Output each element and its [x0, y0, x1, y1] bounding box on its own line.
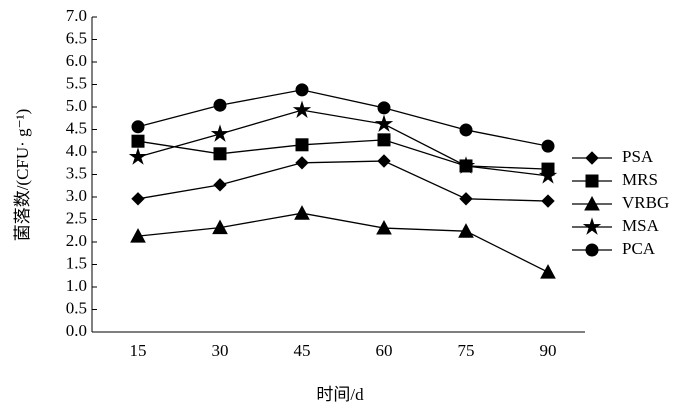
marker — [131, 134, 145, 148]
y-tick-label: 7.0 — [66, 6, 87, 25]
marker — [377, 101, 391, 115]
marker — [538, 166, 558, 184]
y-tick-label: 1.5 — [66, 253, 87, 272]
x-tick-label: 45 — [294, 341, 311, 360]
legend-label: MRS — [622, 170, 658, 189]
marker — [294, 205, 310, 220]
legend-label: MSA — [622, 216, 660, 235]
marker — [295, 138, 309, 152]
x-tick-label: 75 — [458, 341, 475, 360]
y-tick-label: 4.0 — [66, 141, 87, 160]
marker — [541, 194, 555, 208]
x-tick-label: 60 — [376, 341, 393, 360]
y-tick-label: 5.0 — [66, 96, 87, 115]
x-axis-title: 时间/d — [316, 385, 364, 404]
marker — [456, 156, 476, 174]
x-tick-label: 15 — [130, 341, 147, 360]
y-tick-label: 3.0 — [66, 186, 87, 205]
x-tick-label: 90 — [540, 341, 557, 360]
series-line — [137, 160, 549, 202]
marker — [212, 219, 228, 235]
series-line — [137, 89, 549, 147]
y-tick-label: 0.0 — [66, 321, 87, 340]
marker — [213, 98, 227, 112]
y-tick-label: 1.0 — [66, 276, 87, 295]
marker — [377, 154, 391, 168]
marker — [130, 228, 146, 243]
marker — [458, 223, 474, 238]
marker — [295, 83, 309, 97]
marker — [295, 156, 309, 170]
y-tick-label: 0.5 — [66, 298, 87, 317]
marker — [131, 120, 145, 134]
series-line — [137, 109, 549, 177]
y-axis-title: 菌落数/(CFU· g⁻¹) — [13, 109, 32, 242]
legend-marker — [585, 151, 599, 165]
marker — [377, 133, 391, 147]
marker — [540, 264, 556, 279]
marker — [376, 219, 392, 235]
y-tick-label: 6.0 — [66, 51, 87, 70]
legend-label: PCA — [622, 239, 656, 258]
legend-label: VRBG — [622, 193, 669, 212]
series-line — [137, 139, 549, 170]
y-tick-label: 4.5 — [66, 118, 87, 137]
y-tick-label: 2.5 — [66, 208, 87, 227]
marker — [292, 100, 312, 118]
marker — [459, 123, 473, 137]
y-tick-label: 6.5 — [66, 28, 87, 47]
x-tick-label: 30 — [212, 341, 229, 360]
marker — [131, 192, 145, 206]
legend-marker — [585, 174, 599, 188]
series-line — [137, 212, 549, 273]
marker — [213, 147, 227, 161]
marker — [128, 147, 148, 165]
marker — [459, 192, 473, 206]
y-tick-label: 5.5 — [66, 73, 87, 92]
marker — [210, 124, 230, 142]
legend-marker — [582, 217, 602, 235]
y-tick-label: 3.5 — [66, 163, 87, 182]
legend-marker — [584, 195, 600, 211]
marker — [213, 178, 227, 192]
legend-label: PSA — [622, 147, 654, 166]
marker — [374, 114, 394, 132]
y-tick-label: 2.0 — [66, 231, 87, 250]
marker — [541, 139, 555, 153]
legend-marker — [585, 243, 599, 257]
